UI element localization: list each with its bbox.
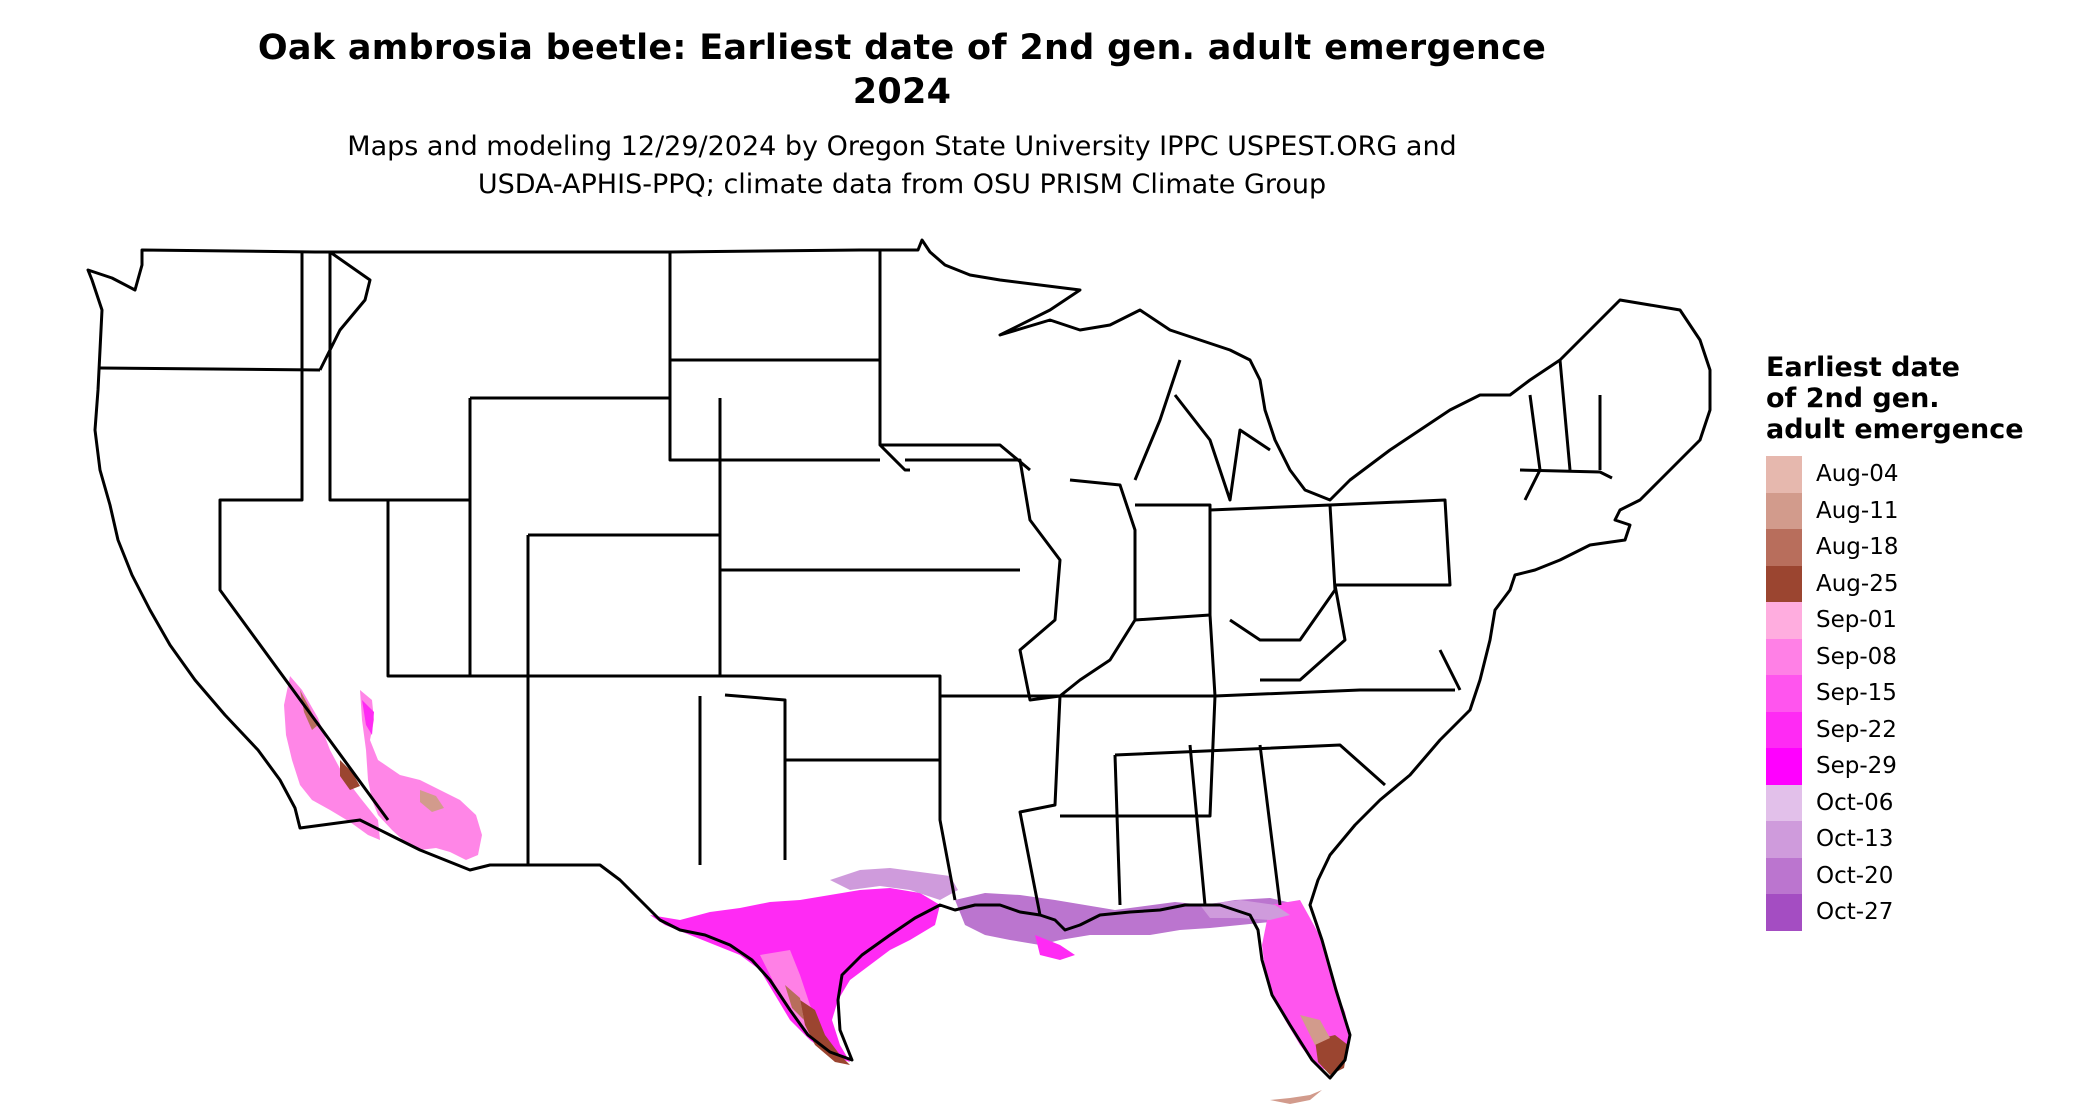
legend-swatch	[1766, 784, 1802, 821]
state-line	[1258, 744, 1282, 906]
state-line	[218, 252, 390, 821]
state-line	[1519, 468, 1613, 480]
emergence-shading	[284, 676, 1350, 1104]
shade-texas-south-dark	[800, 1000, 850, 1065]
legend-item: Oct-13	[1766, 821, 2066, 858]
legend-swatch	[1766, 748, 1802, 785]
state-line	[1135, 503, 1212, 615]
legend-swatch	[1766, 857, 1802, 894]
state-line	[1113, 754, 1122, 906]
shade-arizona-desert	[360, 690, 482, 860]
state-line	[1114, 743, 1386, 787]
legend-swatch	[1766, 565, 1802, 602]
legend-item: Sep-08	[1766, 638, 2066, 675]
legend-label: Oct-06	[1816, 789, 1894, 816]
legend-title: adult emergence	[1766, 414, 2024, 445]
legend-swatch	[1766, 894, 1802, 931]
legend-label: Aug-11	[1816, 497, 1899, 524]
legend-item: Aug-04	[1766, 456, 2066, 493]
shade-louisiana-hot	[1035, 935, 1075, 960]
legend-label: Aug-04	[1816, 461, 1899, 487]
state-line	[724, 693, 787, 860]
legend-item: Oct-27	[1766, 894, 2066, 931]
state-boundaries	[86, 238, 1712, 1080]
legend-title: of 2nd gen.	[1766, 383, 1940, 414]
legend-swatch	[1766, 675, 1802, 712]
state-line	[700, 674, 957, 901]
state-line	[1329, 498, 1452, 587]
shade-arizona-desert-hot	[362, 700, 374, 735]
legend-swatch	[1766, 456, 1802, 493]
state-line	[1060, 688, 1455, 698]
state-line	[1438, 649, 1462, 691]
legend-label: Aug-18	[1816, 534, 1899, 560]
legend-item: Aug-11	[1766, 492, 2066, 529]
state-line	[940, 694, 1062, 916]
legend-label: Sep-29	[1816, 753, 1897, 779]
state-line	[1523, 394, 1542, 501]
legend-label: Sep-01	[1816, 607, 1897, 633]
state-line	[878, 250, 910, 472]
shade-texas-south-mid	[785, 985, 804, 1020]
map-title: Oak ambrosia beetle: Earliest date of 2n…	[257, 28, 1547, 68]
legend-item: Oct-06	[1766, 784, 2066, 821]
state-line	[1260, 584, 1347, 682]
state-line	[1558, 359, 1572, 471]
legend-label: Sep-08	[1816, 643, 1897, 670]
map-subtitle: Maps and modeling 12/29/2024 by Oregon S…	[347, 131, 1457, 162]
legend: Aug-04 Aug-11 Aug-18 Aug-25 Sep-01 Sep-08 Sep-…	[1766, 456, 2066, 931]
shade-florida-mid	[1300, 1015, 1330, 1045]
legend-item: Aug-18	[1766, 529, 2066, 566]
map-title-year: 2024	[852, 72, 952, 112]
legend-label: Oct-13	[1816, 826, 1894, 852]
shade-california-desert-dark2	[340, 760, 360, 790]
legend-swatch	[1766, 529, 1802, 566]
shade-florida	[1262, 900, 1350, 1072]
legend-title: Earliest date	[1766, 352, 1960, 383]
legend-swatch	[1766, 638, 1802, 675]
legend-swatch	[1766, 821, 1802, 858]
map-subtitle-credit: USDA-APHIS-PPQ; climate data from OSU PR…	[477, 169, 1327, 200]
state-line	[470, 252, 672, 400]
state-line	[1209, 503, 1337, 642]
legend-item: Oct-20	[1766, 857, 2066, 894]
state-line	[880, 443, 1031, 472]
state-line	[1060, 695, 1217, 818]
legend-item: Sep-01	[1766, 602, 2066, 639]
legend-label: Sep-22	[1816, 716, 1897, 743]
legend-label: Sep-15	[1816, 680, 1897, 706]
state-line	[1173, 394, 1271, 502]
shade-arizona-desert-dark	[420, 790, 444, 812]
shade-texas-north-purple	[830, 868, 958, 900]
state-line	[386, 500, 722, 678]
state-line	[1188, 744, 1207, 906]
shade-gulf-coast-purple	[955, 893, 1300, 945]
state-line	[1134, 613, 1217, 697]
state-line	[528, 398, 722, 537]
legend-item: Aug-25	[1766, 565, 2066, 602]
legend-item: Sep-29	[1766, 748, 2066, 785]
state-line	[668, 252, 880, 462]
legend-label: Oct-27	[1816, 899, 1894, 925]
state-line	[1133, 359, 1182, 481]
state-line	[318, 250, 372, 371]
state-line	[1059, 478, 1137, 698]
legend-swatch	[1766, 492, 1802, 529]
state-line	[99, 366, 321, 372]
legend-item: Sep-15	[1766, 675, 2066, 712]
legend-swatch	[1766, 711, 1802, 748]
legend-label: Aug-25	[1816, 570, 1899, 597]
legend-swatch	[1766, 602, 1802, 639]
us-outline	[86, 238, 1712, 1080]
legend-item: Sep-22	[1766, 711, 2066, 748]
state-line	[328, 252, 472, 502]
shade-florida-keys	[1270, 1090, 1322, 1104]
legend-label: Oct-20	[1816, 862, 1894, 889]
state-line	[905, 458, 1062, 702]
